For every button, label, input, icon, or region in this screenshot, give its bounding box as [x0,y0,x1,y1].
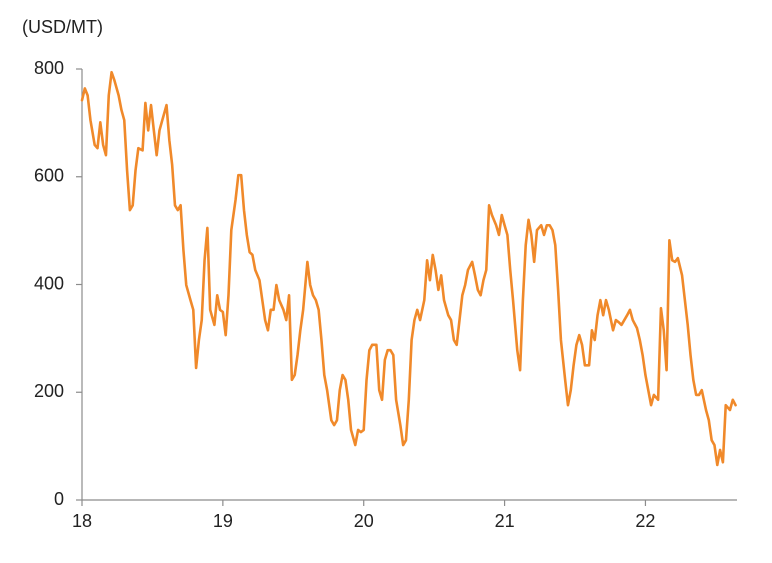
price-line [80,70,737,467]
x-tick-label: 19 [213,511,233,531]
y-tick-label: 800 [34,58,64,78]
x-tick-label: 20 [354,511,374,531]
y-tick-label: 200 [34,381,64,401]
x-tick-label: 18 [72,511,92,531]
y-tick-label: 600 [34,166,64,186]
y-tick-label: 0 [54,489,64,509]
y-axis-label: (USD/MT) [22,17,103,37]
x-tick-label: 21 [495,511,515,531]
y-tick-label: 400 [34,273,64,293]
x-tick-label: 22 [635,511,655,531]
